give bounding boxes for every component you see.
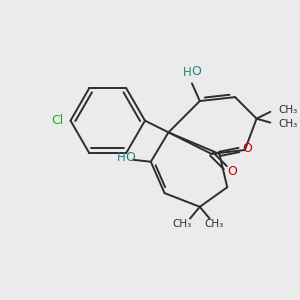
Text: O: O [242,142,252,154]
Text: CH₃: CH₃ [204,219,223,230]
Text: O: O [227,165,237,178]
Text: O: O [125,151,135,164]
Text: CH₃: CH₃ [278,118,297,129]
Text: H: H [117,151,126,164]
Text: H: H [183,66,191,79]
Text: CH₃: CH₃ [278,105,297,115]
Text: O: O [191,65,201,78]
Text: Cl: Cl [52,114,64,127]
Text: CH₃: CH₃ [172,219,192,230]
